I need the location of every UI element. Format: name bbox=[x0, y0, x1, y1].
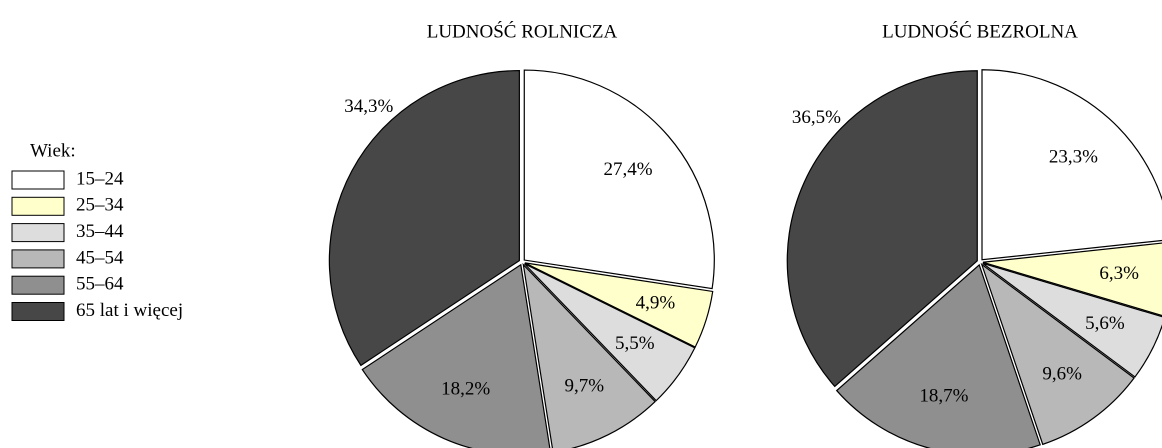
data-label: 27,4% bbox=[603, 159, 652, 180]
pie-slice bbox=[980, 262, 1135, 446]
data-label: 34,3% bbox=[344, 96, 393, 117]
data-label: 5,5% bbox=[615, 333, 655, 354]
legend-swatch bbox=[11, 223, 65, 243]
pie-slice bbox=[981, 69, 1162, 261]
legend-swatch bbox=[11, 170, 65, 190]
legend-swatch bbox=[11, 196, 65, 216]
legend-swatch bbox=[11, 302, 65, 321]
pie-slice bbox=[361, 263, 551, 448]
pie-slice bbox=[522, 262, 656, 448]
data-label: 23,3% bbox=[1049, 146, 1098, 167]
legend-label: 25–34 bbox=[76, 195, 124, 216]
pie-slice bbox=[523, 263, 696, 402]
pie-slice bbox=[524, 262, 714, 348]
data-label: 9,7% bbox=[565, 376, 605, 397]
pie-slice bbox=[523, 69, 715, 290]
chart-title: LUDNOŚĆ ROLNICZA bbox=[427, 20, 618, 42]
legend-label: 45–54 bbox=[76, 247, 124, 268]
data-label: 18,7% bbox=[919, 385, 968, 406]
legend-label: 35–44 bbox=[76, 221, 124, 242]
legend-label: 15–24 bbox=[76, 168, 124, 189]
data-label: 9,6% bbox=[1042, 363, 1082, 384]
data-label: 5,6% bbox=[1085, 313, 1125, 334]
data-label: 4,9% bbox=[636, 292, 676, 313]
pie-slice bbox=[982, 242, 1162, 317]
data-label: 6,3% bbox=[1099, 263, 1139, 284]
legend-label: 55–64 bbox=[76, 274, 124, 295]
pie-slice bbox=[786, 70, 978, 388]
data-label: 36,5% bbox=[792, 107, 841, 128]
pie-slice bbox=[982, 262, 1162, 378]
chart-title: LUDNOŚĆ BEZROLNA bbox=[882, 20, 1078, 42]
legend-swatch bbox=[11, 249, 65, 269]
pie-slice bbox=[835, 263, 1041, 448]
legend-title: Wiek: bbox=[30, 140, 76, 161]
legend-swatch bbox=[11, 275, 65, 295]
legend-label: 65 lat i więcej bbox=[76, 300, 183, 321]
pie-slice bbox=[328, 69, 520, 367]
data-label: 18,2% bbox=[441, 378, 490, 399]
